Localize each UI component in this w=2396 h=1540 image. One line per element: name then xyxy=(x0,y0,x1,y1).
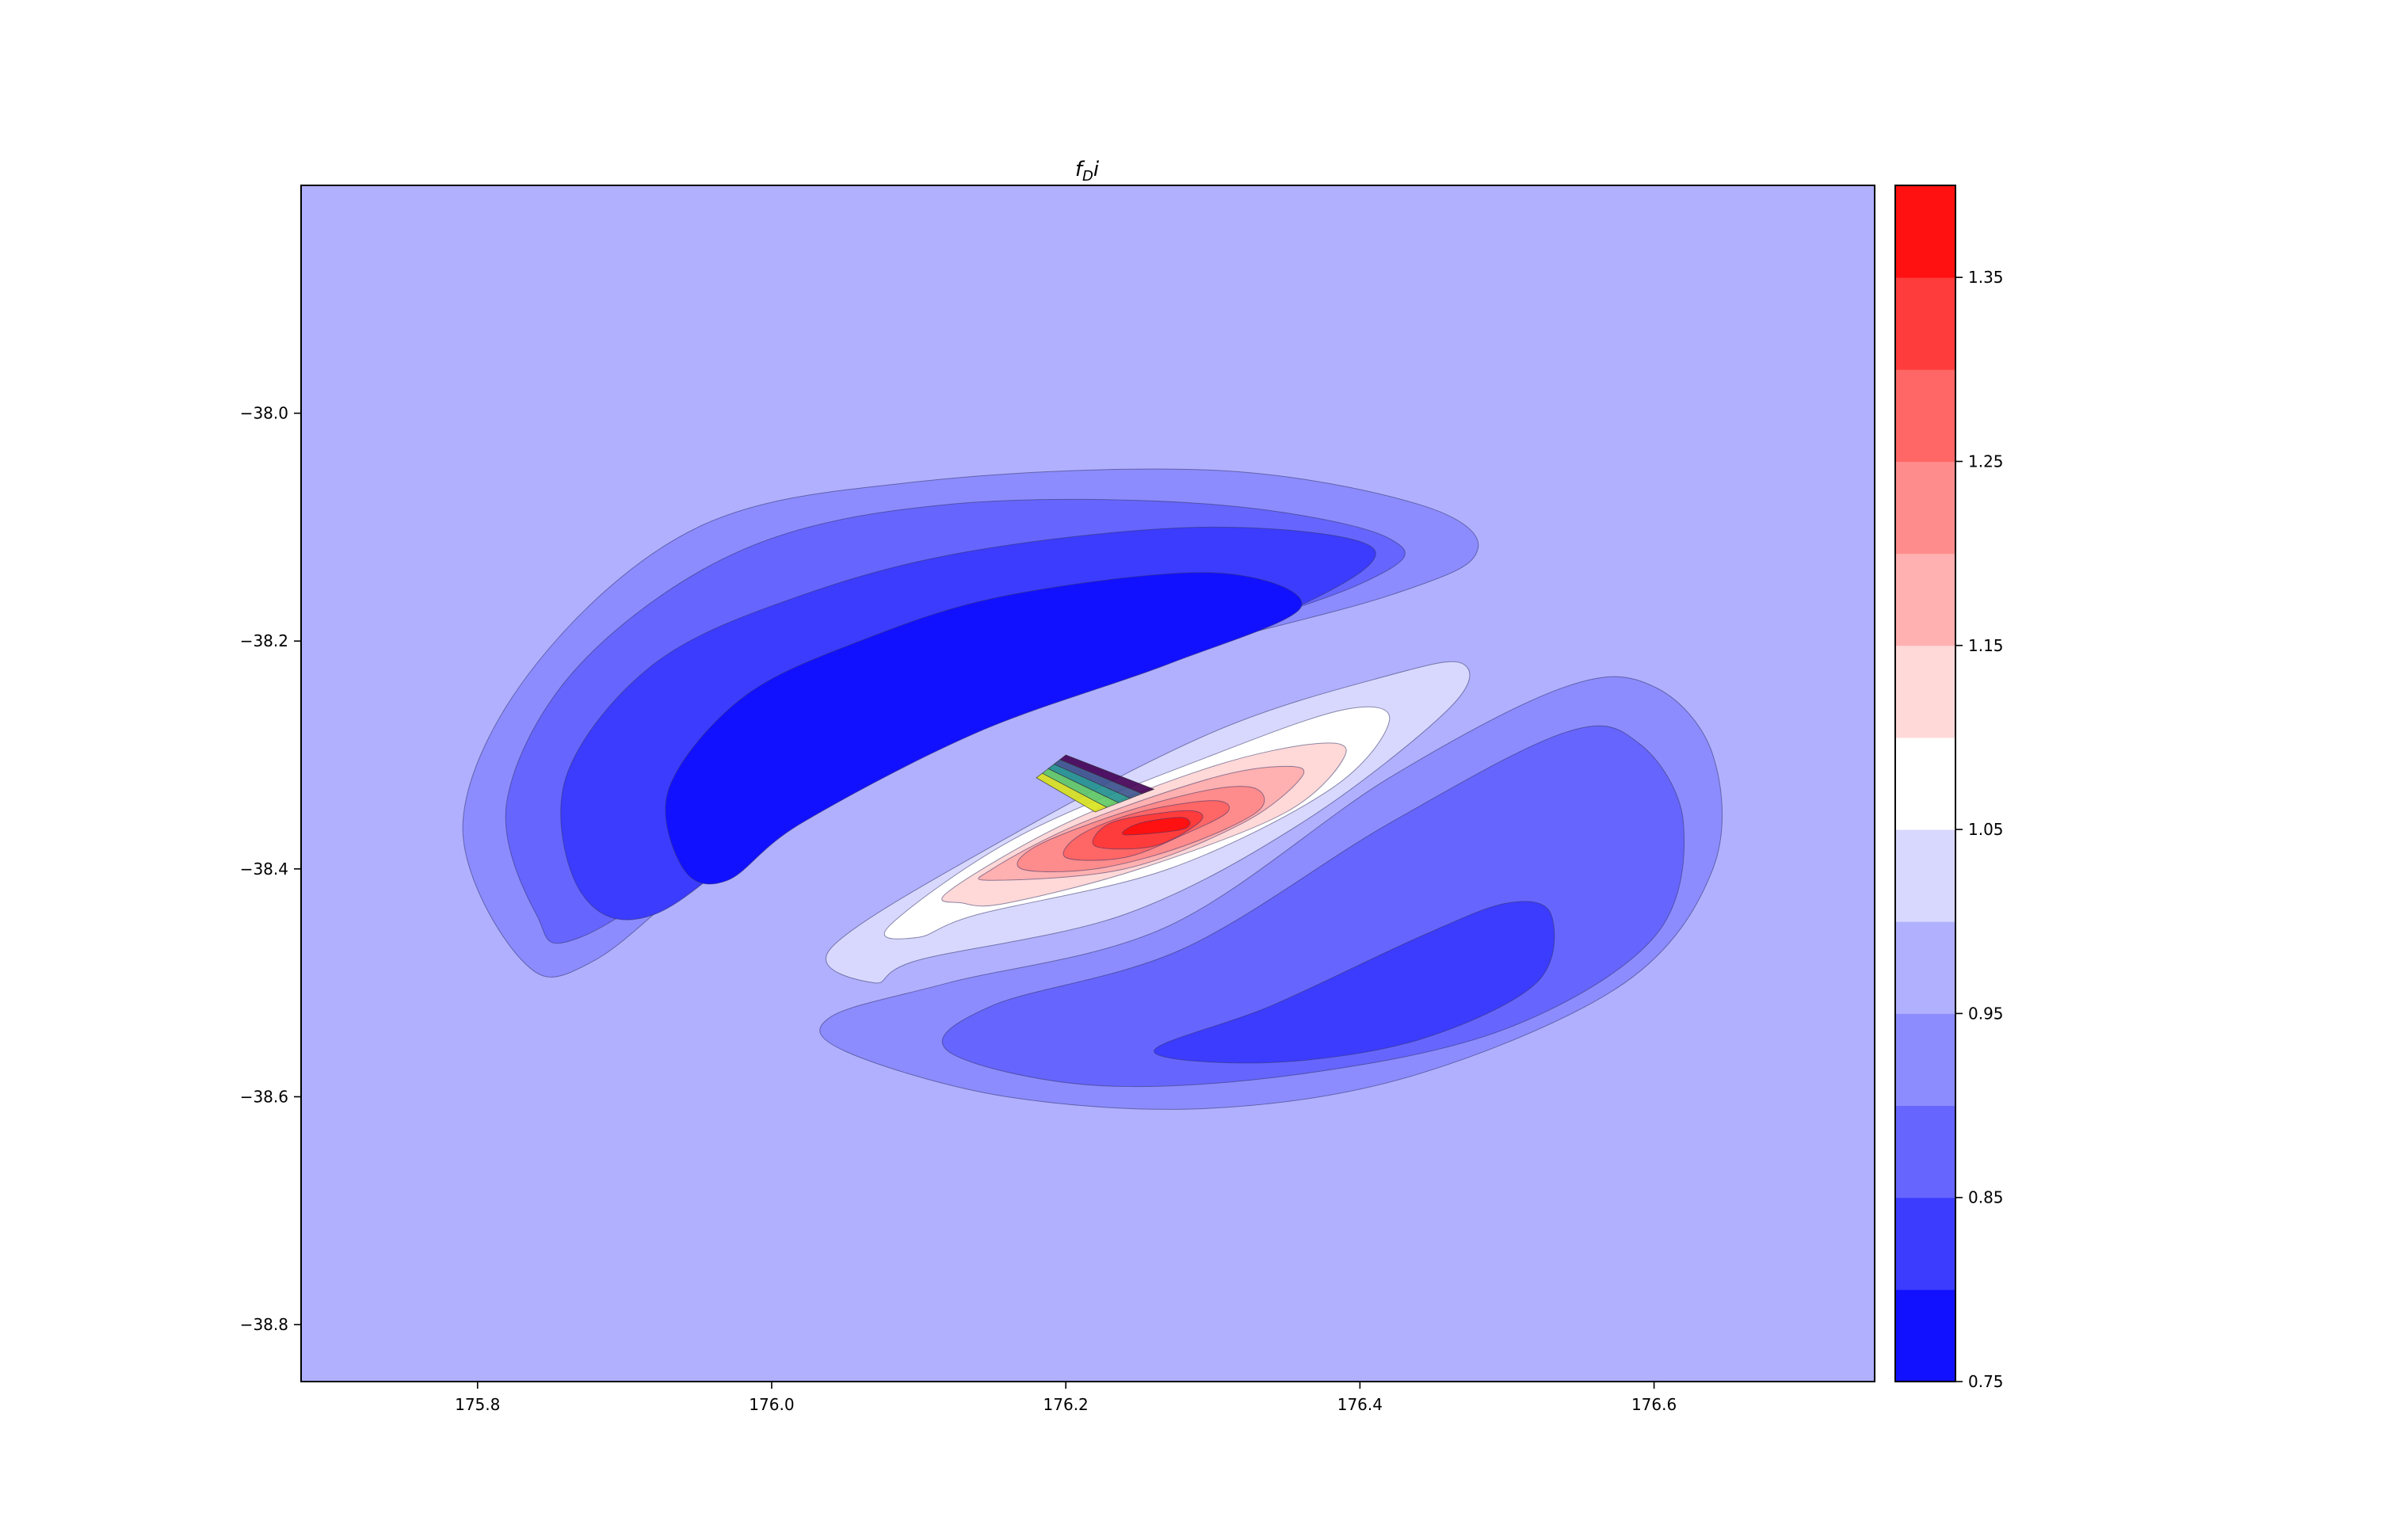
colorbar-band xyxy=(1895,1289,1955,1382)
y-tick-label: −38.2 xyxy=(240,631,288,650)
colorbar-band xyxy=(1895,553,1955,646)
contour-region xyxy=(665,572,1303,885)
colorbar-frame xyxy=(1894,185,1956,1382)
x-tick-label: 176.0 xyxy=(749,1395,794,1414)
colorbar-bands xyxy=(1895,185,1955,1382)
colorbar-band xyxy=(1895,829,1955,922)
x-axis: 175.8 176.0 176.2 176.4 176.6 xyxy=(455,1382,1677,1414)
x-tick-label: 176.2 xyxy=(1043,1395,1089,1414)
contour-region xyxy=(1153,901,1555,1064)
colorbar-tick-label: 1.15 xyxy=(1968,636,2004,655)
colorbar-band xyxy=(1895,461,1955,555)
colorbar-band xyxy=(1895,645,1955,738)
colorbar-band xyxy=(1895,737,1955,830)
y-tick-label: −38.8 xyxy=(240,1315,288,1334)
colorbar-tick-label: 1.05 xyxy=(1968,820,2004,839)
y-tick-label: −38.4 xyxy=(240,860,288,879)
colorbar-tick-label: 0.75 xyxy=(1968,1372,2004,1391)
colorbar: 0.75 0.85 0.95 1.05 1.15 1.25 1.35 xyxy=(1894,185,2004,1391)
plot-frame xyxy=(300,185,1875,1382)
colorbar-tick-label: 0.95 xyxy=(1968,1004,2004,1023)
contour-layer xyxy=(462,468,1723,1110)
chart-title-subscript: D xyxy=(1082,168,1093,185)
fault-patch-strip xyxy=(1059,754,1155,795)
colorbar-ticks: 0.75 0.85 0.95 1.05 1.15 1.25 1.35 xyxy=(1955,268,2004,1391)
colorbar-band xyxy=(1895,921,1955,1014)
colorbar-band xyxy=(1895,1197,1955,1290)
plot-area xyxy=(300,185,1875,1382)
fault-patch xyxy=(1036,754,1155,813)
chart-title-suffix: i xyxy=(1093,158,1100,181)
x-tick-label: 176.6 xyxy=(1631,1395,1677,1414)
y-tick-label: −38.0 xyxy=(240,404,288,423)
colorbar-band xyxy=(1895,277,1955,370)
y-tick-label: −38.6 xyxy=(240,1087,288,1106)
colorbar-band xyxy=(1895,1013,1955,1107)
colorbar-tick-label: 0.85 xyxy=(1968,1188,2004,1207)
colorbar-tick-label: 1.35 xyxy=(1968,268,2004,287)
colorbar-tick-label: 1.25 xyxy=(1968,452,2004,471)
colorbar-band xyxy=(1895,1105,1955,1199)
x-tick-label: 176.4 xyxy=(1337,1395,1383,1414)
chart-title: fDi xyxy=(1075,158,1100,185)
x-tick-label: 175.8 xyxy=(455,1395,500,1414)
colorbar-band xyxy=(1895,185,1955,278)
y-axis: −38.0 −38.2 −38.4 −38.6 −38.8 xyxy=(240,404,301,1334)
contour-region xyxy=(1122,817,1191,836)
colorbar-band xyxy=(1895,369,1955,462)
